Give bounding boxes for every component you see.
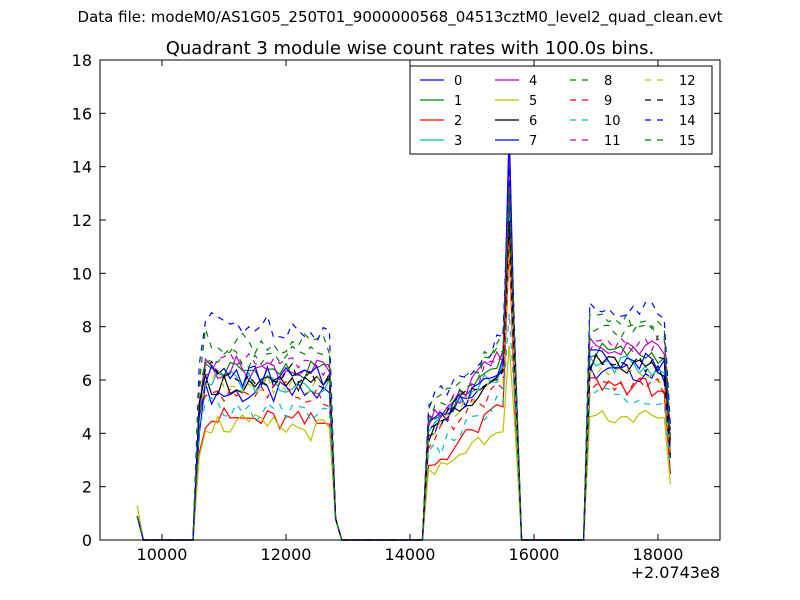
legend-label-4: 4 (529, 74, 537, 89)
legend-label-1: 1 (454, 94, 462, 109)
y-tick-label: 16 (72, 104, 92, 123)
y-tick-label: 18 (72, 51, 92, 70)
series-line-4 (136, 153, 671, 541)
series-line-13 (136, 219, 671, 541)
x-tick-label: 16000 (509, 545, 560, 564)
y-tick-label: 0 (82, 531, 92, 550)
series-line-6 (136, 225, 671, 541)
series-line-11 (136, 179, 671, 541)
legend-label-8: 8 (604, 74, 612, 89)
y-tick-label: 6 (82, 371, 92, 390)
legend-label-5: 5 (529, 94, 537, 109)
legend-label-11: 11 (604, 134, 621, 149)
y-tick-label: 12 (72, 211, 92, 230)
series-line-14 (136, 166, 671, 541)
figure-suptitle: Data file: modeM0/AS1G05_250T01_90000005… (77, 8, 723, 26)
x-offset-label: +2.0743e8 (631, 563, 720, 582)
series-line-5 (136, 345, 671, 541)
series-line-10 (136, 313, 671, 541)
chart-title: Quadrant 3 module wise count rates with … (166, 38, 655, 59)
legend-label-7: 7 (529, 134, 537, 149)
legend-label-9: 9 (604, 94, 612, 109)
legend-label-3: 3 (454, 134, 462, 149)
legend-label-6: 6 (529, 114, 537, 129)
x-tick-label: 18000 (633, 545, 684, 564)
legend-label-2: 2 (454, 114, 462, 129)
legend-label-14: 14 (679, 114, 696, 129)
series-line-1 (136, 193, 671, 541)
legend-label-12: 12 (679, 74, 696, 89)
legend-label-13: 13 (679, 94, 696, 109)
y-tick-label: 8 (82, 318, 92, 337)
x-tick-label: 10000 (137, 545, 188, 564)
plot-lines (136, 126, 671, 541)
x-tick-label: 14000 (385, 545, 436, 564)
y-tick-label: 14 (72, 158, 92, 177)
series-line-7 (136, 126, 671, 541)
y-tick-label: 2 (82, 478, 92, 497)
series-line-3 (136, 214, 671, 541)
series-line-12 (136, 246, 671, 541)
x-tick-label: 12000 (261, 545, 312, 564)
legend-label-0: 0 (454, 74, 462, 89)
y-tick-label: 10 (72, 264, 92, 283)
series-line-2 (136, 246, 671, 541)
legend-label-10: 10 (604, 114, 621, 129)
series-line-15 (136, 187, 671, 541)
series-line-8 (136, 206, 671, 541)
series-line-9 (136, 233, 671, 541)
y-tick-label: 4 (82, 424, 92, 443)
legend-box (409, 65, 713, 155)
legend-label-15: 15 (679, 134, 696, 149)
